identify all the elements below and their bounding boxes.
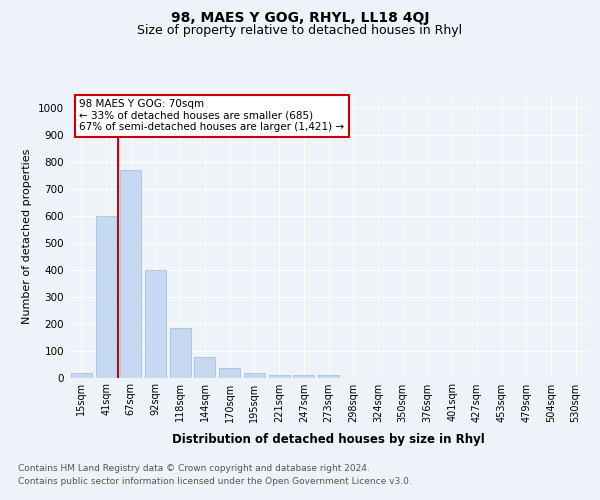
Bar	[194, 356, 215, 378]
Text: Size of property relative to detached houses in Rhyl: Size of property relative to detached ho…	[137, 24, 463, 37]
Bar	[71, 374, 92, 378]
Y-axis label: Number of detached properties: Number of detached properties	[22, 148, 32, 324]
Bar	[318, 375, 339, 378]
Bar	[269, 375, 290, 378]
Bar	[95, 216, 116, 378]
Text: 98, MAES Y GOG, RHYL, LL18 4QJ: 98, MAES Y GOG, RHYL, LL18 4QJ	[171, 11, 429, 25]
Text: 98 MAES Y GOG: 70sqm
← 33% of detached houses are smaller (685)
67% of semi-deta: 98 MAES Y GOG: 70sqm ← 33% of detached h…	[79, 99, 344, 132]
Text: Distribution of detached houses by size in Rhyl: Distribution of detached houses by size …	[172, 432, 485, 446]
Bar	[170, 328, 191, 378]
Bar	[244, 374, 265, 378]
Bar	[219, 368, 240, 378]
Bar	[145, 270, 166, 378]
Bar	[293, 376, 314, 378]
Text: Contains public sector information licensed under the Open Government Licence v3: Contains public sector information licen…	[18, 476, 412, 486]
Bar	[120, 170, 141, 378]
Text: Contains HM Land Registry data © Crown copyright and database right 2024.: Contains HM Land Registry data © Crown c…	[18, 464, 370, 473]
